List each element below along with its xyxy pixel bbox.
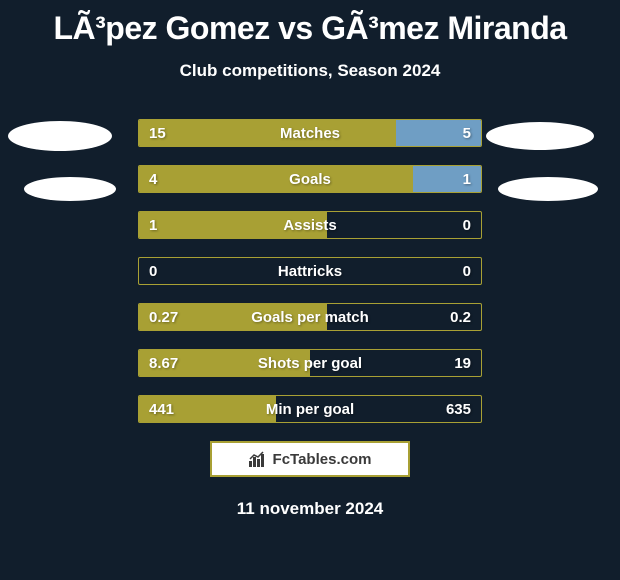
stat-row: 0Hattricks0 <box>138 257 482 285</box>
footer-label: FcTables.com <box>273 451 372 468</box>
right-value: 635 <box>446 396 471 422</box>
left-player-avatar <box>24 177 116 201</box>
stat-row: 441Min per goal635 <box>138 395 482 423</box>
stat-name: Assists <box>139 212 481 238</box>
right-player-avatar <box>498 177 598 201</box>
right-value: 0 <box>463 212 471 238</box>
stats-area: 15Matches54Goals11Assists00Hattricks00.2… <box>0 119 620 423</box>
right-value: 1 <box>463 166 471 192</box>
date-label: 11 november 2024 <box>0 499 620 519</box>
stat-row: 4Goals1 <box>138 165 482 193</box>
stat-row: 0.27Goals per match0.2 <box>138 303 482 331</box>
right-value: 19 <box>454 350 471 376</box>
page-title: LÃ³pez Gomez vs GÃ³mez Miranda <box>0 0 620 47</box>
right-value: 5 <box>463 120 471 146</box>
stat-name: Shots per goal <box>139 350 481 376</box>
stat-name: Goals <box>139 166 481 192</box>
subtitle: Club competitions, Season 2024 <box>0 61 620 81</box>
stat-row: 8.67Shots per goal19 <box>138 349 482 377</box>
right-player-avatar <box>486 122 594 150</box>
left-player-avatar <box>8 121 112 151</box>
footer-attribution: FcTables.com <box>210 441 410 477</box>
stat-name: Min per goal <box>139 396 481 422</box>
stat-name: Matches <box>139 120 481 146</box>
chart-icon <box>249 451 267 467</box>
stat-row: 1Assists0 <box>138 211 482 239</box>
stat-name: Hattricks <box>139 258 481 284</box>
right-value: 0 <box>463 258 471 284</box>
stat-name: Goals per match <box>139 304 481 330</box>
right-value: 0.2 <box>450 304 471 330</box>
stat-row: 15Matches5 <box>138 119 482 147</box>
